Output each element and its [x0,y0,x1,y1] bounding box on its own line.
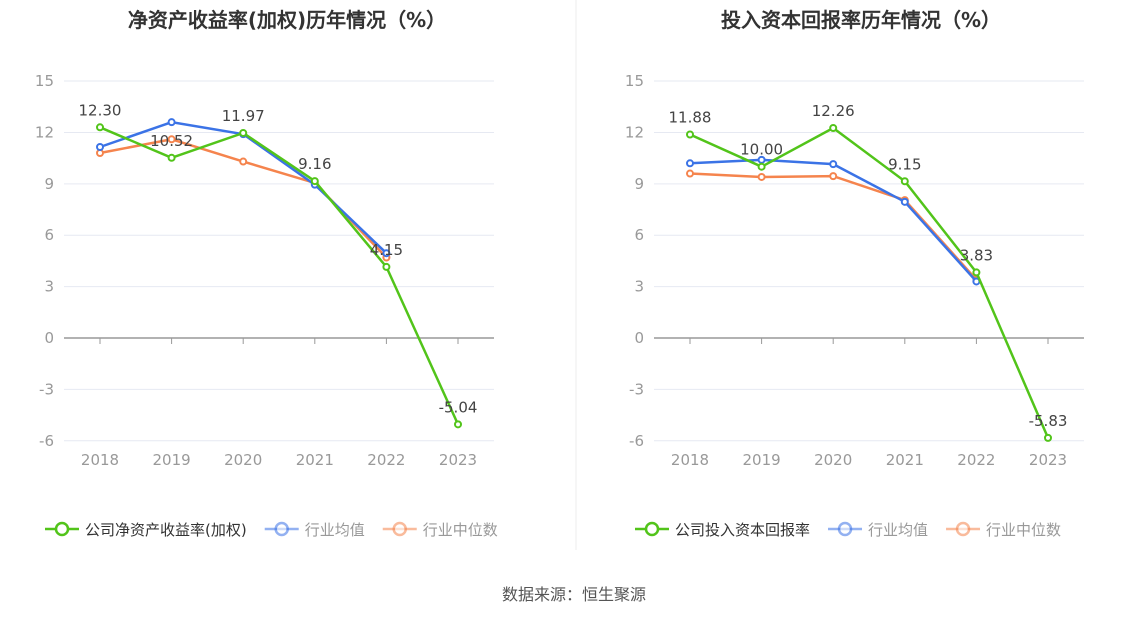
y-tick-label: 15 [35,72,54,90]
data-label: 10.00 [740,141,783,159]
x-tick-label: 2022 [957,451,995,469]
data-label: 3.83 [960,246,993,264]
data-point[interactable] [686,159,694,168]
series-line [99,126,460,425]
series-line [689,126,1050,439]
legend-item[interactable]: 行业均值 [828,521,928,539]
data-point[interactable] [829,123,838,132]
data-point[interactable] [310,177,319,186]
x-tick-label: 2018 [81,451,119,469]
data-label: 4.15 [370,241,403,259]
data-label: 9.15 [888,155,921,173]
legend-item[interactable]: 行业中位数 [382,521,498,539]
data-point[interactable] [382,249,391,258]
data-point[interactable] [900,177,909,186]
x-tick-label: 2020 [814,451,852,469]
x-tick-label: 2021 [886,451,924,469]
data-point[interactable] [96,123,104,132]
x-tick-label: 2023 [1029,451,1067,469]
x-tick-label: 2019 [743,451,781,469]
y-tick-label: 3 [44,278,54,296]
y-tick-label: 9 [634,175,644,193]
data-label: -5.04 [439,398,478,416]
data-label: 12.26 [812,102,855,120]
x-tick-label: 2020 [224,451,262,469]
legend-item[interactable]: 公司净资产收益率(加权) [45,521,247,539]
data-point[interactable] [686,130,694,139]
data-point[interactable] [757,162,766,171]
y-tick-label: -6 [39,432,54,450]
data-point[interactable] [757,172,766,181]
data-label: 11.97 [222,107,265,125]
y-tick-label: 12 [625,123,644,141]
data-point[interactable] [454,420,462,429]
data-point[interactable] [829,160,838,169]
y-tick-label: 0 [44,329,54,347]
y-tick-label: 9 [44,175,54,193]
y-tick-label: -3 [629,380,644,398]
chart-title-roic: 投入资本回报率历年情况（%） [720,8,1002,32]
legend-label: 公司投入资本回报率 [675,521,810,539]
legend-icon [274,521,289,537]
data-point[interactable] [167,135,176,144]
data-point[interactable] [167,118,176,127]
data-point[interactable] [686,169,694,178]
data-point[interactable] [382,262,391,271]
x-tick-label: 2023 [439,451,477,469]
data-label: 9.16 [298,155,331,173]
data-point[interactable] [829,172,838,181]
data-label: -5.83 [1029,412,1068,430]
data-point[interactable] [1044,433,1052,442]
data-label: 11.88 [669,108,712,126]
data-point[interactable] [239,157,248,166]
legend-label: 行业中位数 [986,521,1061,539]
y-tick-label: -6 [629,432,644,450]
x-tick-label: 2021 [296,451,334,469]
y-tick-label: 6 [634,226,644,244]
series-line [99,120,388,255]
legend-icon [837,521,853,537]
data-point[interactable] [96,143,104,152]
chart-title-roe: 净资产收益率(加权)历年情况（%） [127,8,447,32]
legend-label: 行业均值 [868,521,928,539]
y-tick-label: 15 [625,72,644,90]
legend-icon [392,521,407,537]
legend-item[interactable]: 公司投入资本回报率 [635,521,810,539]
legend-icon [955,521,971,537]
data-point[interactable] [167,153,176,162]
legend-icon [644,521,660,537]
series-line [689,172,978,281]
legend-label: 公司净资产收益率(加权) [85,521,247,539]
y-tick-label: 0 [634,329,644,347]
y-tick-label: -3 [39,380,54,398]
data-label: 12.30 [79,101,122,119]
data-point[interactable] [972,268,981,277]
y-tick-label: 6 [44,226,54,244]
data-point[interactable] [900,197,909,206]
x-tick-label: 2018 [671,451,709,469]
data-label: 10.52 [150,132,193,150]
y-tick-label: 3 [634,278,644,296]
legend-item[interactable]: 行业中位数 [946,521,1061,539]
source-footer: 数据来源：恒生聚源 [501,585,646,604]
x-tick-label: 2019 [153,451,191,469]
series-line [99,138,388,259]
legend-item[interactable]: 行业均值 [264,521,365,539]
legend-icon [54,521,70,537]
legend-label: 行业均值 [305,521,365,539]
y-tick-label: 12 [35,123,54,141]
data-point[interactable] [239,128,248,137]
legend-label: 行业中位数 [423,521,498,539]
x-tick-label: 2022 [367,451,405,469]
